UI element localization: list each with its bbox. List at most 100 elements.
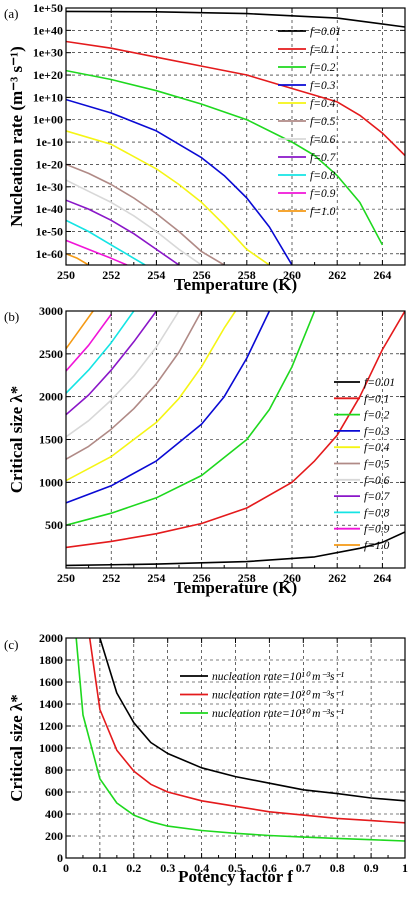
series-line-11: [66, 253, 90, 265]
y-tick-label: 600: [45, 785, 63, 799]
gridlines: [66, 8, 405, 265]
legend-label-1: f=0.01: [364, 377, 395, 389]
x-tick-label: 260: [283, 268, 301, 282]
y-tick-label: 1e+20: [33, 68, 63, 82]
legend-label-8: f=0.7: [364, 491, 391, 503]
y-tick-label: 1e+50: [33, 1, 63, 15]
plot-frame: [65, 7, 406, 266]
y-tick-label: 500: [45, 518, 63, 532]
y-tick-label: 1000: [39, 475, 63, 489]
y-tick-label: 1200: [39, 719, 63, 733]
legend-label-2: f=0.1: [364, 393, 389, 405]
legend: f=0.01 f=0.1 f=0.2 f=0.3 f=0.4 f=0.5 f=0.6 f=0.…: [278, 26, 341, 218]
x-tick-label: 0.2: [126, 861, 141, 875]
legend-label-5: f=0.4: [364, 442, 390, 454]
y-tick-label: 1e-50: [36, 224, 63, 238]
series-line-3: [75, 638, 405, 842]
legend-label-11: f=1.0: [364, 540, 390, 552]
series-line-1: [66, 10, 405, 28]
series-line-11: [66, 311, 94, 350]
x-tick-label: 252: [102, 268, 120, 282]
legend: nucleation rate=10¹⁰ m⁻³s⁻¹ nucleation ra…: [180, 671, 345, 720]
x-tick-label: 0.8: [330, 861, 345, 875]
series-line-5: [66, 311, 237, 482]
series-line-10: [66, 239, 128, 265]
x-tick-label: 250: [57, 268, 75, 282]
series-line-1: [99, 638, 405, 802]
y-tick-label: 400: [45, 807, 63, 821]
x-axis-label: Potency factor f: [178, 867, 293, 886]
x-tick-label: 256: [193, 571, 211, 585]
series-line-8: [66, 311, 158, 416]
legend-label-10: f=0.9: [310, 188, 336, 200]
legend-label-4: f=0.3: [364, 426, 390, 438]
x-tick-label: 264: [373, 268, 391, 282]
ticks: [65, 310, 405, 568]
legend-label-10: f=0.9: [364, 524, 390, 536]
y-axis-label: Nucleation rate (m⁻³ s⁻¹): [7, 46, 26, 227]
legend-label-3: f=0.2: [364, 410, 390, 422]
series-group: [66, 311, 405, 567]
panel-1: (a) 250 252 254 256 258 260 262 264 1e-60 1e-50 1e-…: [4, 1, 406, 294]
x-tick-label: 262: [328, 571, 346, 585]
y-tick-label: 1e+10: [33, 90, 63, 104]
panel-2: (b) 250 252 254 256 258 260 262 264 500 1000 1500 20…: [4, 304, 406, 597]
legend-label-5: f=0.4: [310, 98, 336, 110]
x-tick-label: 0.9: [364, 861, 379, 875]
legend-label-11: f=1.0: [310, 206, 336, 218]
y-tick-label: 1400: [39, 697, 63, 711]
y-tick-label: 2000: [39, 631, 63, 645]
legend-label-9: f=0.8: [310, 170, 336, 182]
legend-label-1: nucleation rate=10¹⁰ m⁻³s⁻¹: [212, 671, 345, 683]
legend-label-7: f=0.6: [364, 475, 390, 487]
legend-label-4: f=0.3: [310, 80, 336, 92]
legend-label-6: f=0.5: [310, 116, 336, 128]
panel-3: (c) 0 0.1 0.2 0.3 0.4 0.5 0.6 0.7 0.8 0.9 1 0 200 400 6…: [4, 631, 408, 886]
x-tick-label: 0.7: [296, 861, 311, 875]
panel-label: (c): [4, 637, 18, 652]
x-tick-label: 0.5: [228, 861, 243, 875]
y-tick-label: 1e-40: [36, 202, 63, 216]
legend-label-9: f=0.8: [364, 507, 390, 519]
ticks: [65, 637, 406, 859]
legend-label-3: nucleation rate=10³⁰ m⁻³s⁻¹: [212, 708, 345, 720]
y-tick-label: 200: [45, 829, 63, 843]
series-line-4: [66, 98, 293, 265]
legend-label-7: f=0.6: [310, 134, 336, 146]
y-tick-label: 1e-30: [36, 180, 63, 194]
x-tick-label: 264: [373, 571, 391, 585]
y-tick-label: 2000: [39, 390, 63, 404]
x-tick-label: 0.3: [160, 861, 175, 875]
series-line-2: [66, 311, 405, 549]
y-tick-label: 1000: [39, 741, 63, 755]
legend-label-6: f=0.5: [364, 459, 390, 471]
y-tick-label: 1600: [39, 675, 63, 689]
series-line-9: [66, 311, 135, 394]
x-axis-label: Temperature (K): [174, 578, 297, 597]
series-line-8: [66, 199, 180, 265]
legend-label-8: f=0.7: [310, 152, 337, 164]
y-axis-label: Critical size λ*: [7, 386, 26, 493]
series-group: [66, 10, 405, 265]
series-line-3: [66, 69, 384, 246]
series-line-1: [66, 531, 405, 567]
series-line-10: [66, 313, 112, 372]
series-line-5: [66, 130, 270, 265]
series-line-9: [66, 219, 146, 265]
ticks: [65, 7, 405, 265]
gridlines: [66, 311, 405, 568]
x-tick-label: 258: [238, 571, 256, 585]
y-tick-label: 800: [45, 763, 63, 777]
y-tick-label: 1e-10: [36, 135, 63, 149]
y-tick-label: 1e+40: [33, 23, 63, 37]
series-line-6: [66, 163, 225, 265]
legend-label-3: f=0.2: [310, 62, 336, 74]
x-tick-label: 1: [402, 861, 408, 875]
legend: f=0.01 f=0.1 f=0.2 f=0.3 f=0.4 f=0.5 f=0.6 f=0.…: [334, 377, 395, 552]
legend-label-2: nucleation rate=10²⁰ m⁻³s⁻¹: [212, 690, 345, 702]
y-tick-label: 3000: [39, 304, 63, 318]
x-tick-label: 0: [63, 861, 69, 875]
series-line-7: [66, 311, 180, 438]
x-tick-label: 258: [238, 268, 256, 282]
